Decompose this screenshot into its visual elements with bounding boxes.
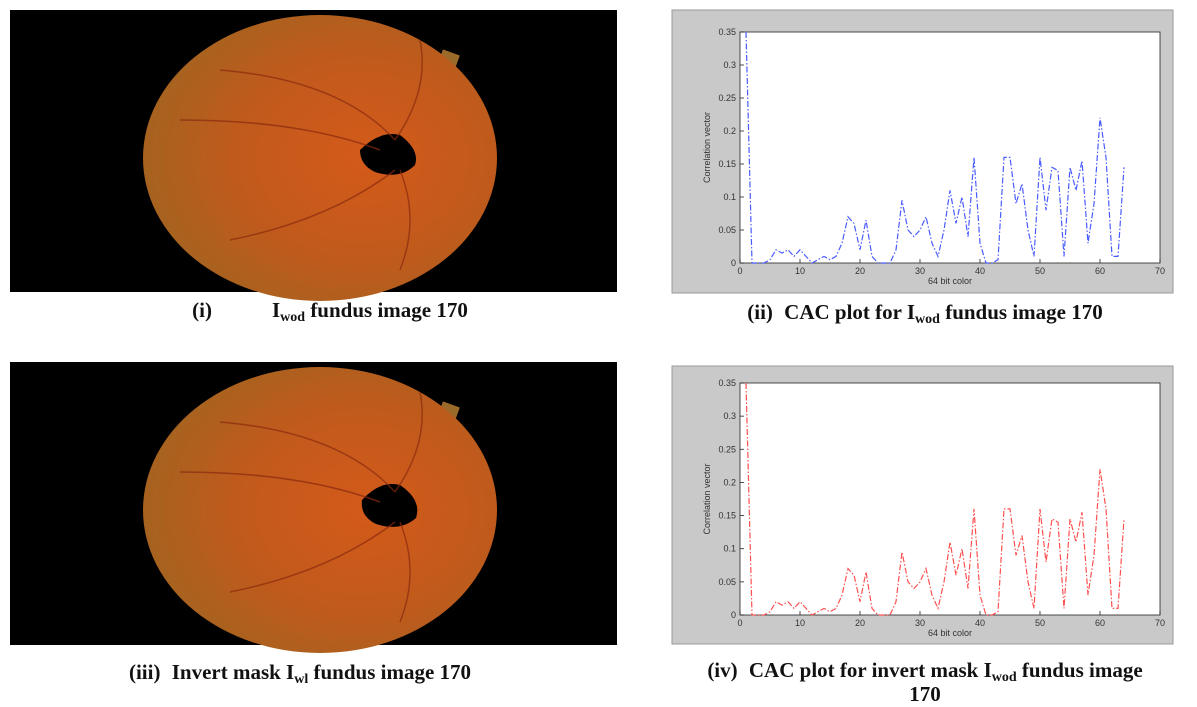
y-tick-label: 0.3 [723, 411, 736, 421]
y-tick-label: 0.2 [723, 126, 736, 136]
y-tick-label: 0.15 [718, 159, 736, 169]
y-tick-label: 0.35 [718, 378, 736, 388]
caption-subscript: wod [915, 312, 940, 327]
y-tick-label: 0.3 [723, 60, 736, 70]
caption-text: fundus image 170 [310, 298, 468, 322]
caption-label: (ii) [747, 300, 773, 324]
x-tick-label: 0 [737, 266, 742, 276]
caption-subscript: wl [294, 672, 309, 687]
data-line [745, 31, 1125, 264]
y-tick-label: 0.35 [718, 27, 736, 37]
x-tick-label: 30 [915, 266, 925, 276]
caption-text: Invert mask I [171, 660, 295, 684]
y-axis-label: Correlation vector [702, 463, 712, 534]
caption: (i) Iwod fundus image 170 [60, 298, 600, 325]
caption: (iii) Invert mask Iwl fundus image 170 [20, 660, 580, 687]
y-tick-label: 0 [731, 610, 736, 620]
y-tick-label: 0.2 [723, 477, 736, 487]
caption-subscript: wod [280, 310, 306, 325]
x-tick-label: 60 [1095, 266, 1105, 276]
fundus-image [10, 10, 617, 301]
x-tick-label: 30 [915, 618, 925, 628]
caption-text: fundus image 170 [909, 658, 1143, 706]
x-tick-label: 50 [1035, 618, 1045, 628]
y-tick-label: 0.05 [718, 577, 736, 587]
y-tick-label: 0.1 [723, 544, 736, 554]
caption-label: (i) [192, 298, 212, 322]
y-tick-label: 0.05 [718, 225, 736, 235]
x-tick-label: 50 [1035, 266, 1045, 276]
x-tick-label: 20 [855, 266, 865, 276]
x-tick-label: 10 [795, 618, 805, 628]
y-tick-label: 0.25 [718, 93, 736, 103]
y-tick-label: 0.15 [718, 511, 736, 521]
caption-subscript: wod [991, 670, 1017, 685]
x-tick-label: 40 [975, 618, 985, 628]
plot-area [739, 382, 1161, 616]
y-tick-label: 0.1 [723, 192, 736, 202]
x-axis-label: 64 bit color [928, 276, 972, 286]
x-tick-label: 70 [1155, 266, 1165, 276]
y-axis-label: Correlation vector [702, 112, 712, 183]
y-tick-label: 0.25 [718, 444, 736, 454]
x-tick-label: 70 [1155, 618, 1165, 628]
x-tick-label: 20 [855, 618, 865, 628]
caption-text: I [271, 298, 281, 322]
caption-text: CAC plot for I [784, 300, 916, 324]
caption: (ii) CAC plot for Iwod fundus image 170 [690, 300, 1160, 327]
plot-area [739, 31, 1161, 264]
x-tick-label: 60 [1095, 618, 1105, 628]
x-tick-label: 10 [795, 266, 805, 276]
caption: (iv) CAC plot for invert mask Iwod fundu… [700, 658, 1150, 706]
x-axis-label: 64 bit color [928, 628, 972, 638]
caption-text: CAC plot for invert mask I [748, 658, 992, 682]
x-tick-label: 40 [975, 266, 985, 276]
caption-text: fundus image 170 [945, 300, 1103, 324]
data-line [745, 382, 1125, 616]
fundus-image [10, 362, 617, 653]
x-tick-label: 0 [737, 618, 742, 628]
y-tick-label: 0 [731, 258, 736, 268]
caption-label: (iv) [707, 658, 738, 682]
caption-label: (iii) [128, 660, 161, 684]
caption-text: fundus image 170 [313, 660, 472, 684]
